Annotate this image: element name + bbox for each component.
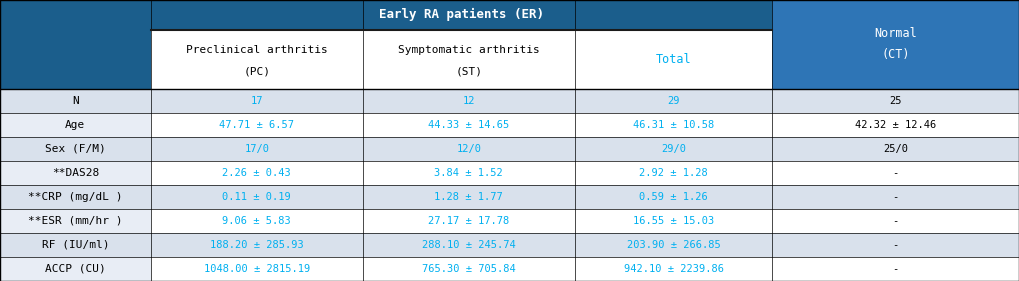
Bar (151, 113, 363, 137)
Text: Age: Age (65, 120, 86, 130)
Text: **ESR (mm/hr ): **ESR (mm/hr ) (29, 216, 122, 226)
Text: 188.20 ± 285.93: 188.20 ± 285.93 (210, 240, 304, 250)
Text: 17: 17 (251, 96, 263, 106)
Bar (772, 0, 1019, 89)
Text: ACCP (CU): ACCP (CU) (45, 264, 106, 274)
Bar (151, 209, 363, 233)
Bar (575, 89, 772, 113)
Text: **CRP (mg/dL ): **CRP (mg/dL ) (29, 192, 122, 202)
Bar (151, 185, 363, 209)
Bar (151, 257, 363, 281)
Text: Symptomatic arthritis: Symptomatic arthritis (397, 45, 540, 55)
Bar (151, 161, 363, 185)
Text: 9.06 ± 5.83: 9.06 ± 5.83 (222, 216, 291, 226)
Text: 12: 12 (463, 96, 475, 106)
Text: 42.32 ± 12.46: 42.32 ± 12.46 (855, 120, 936, 130)
Text: N: N (72, 96, 78, 106)
Bar (0, 161, 151, 185)
Text: Total: Total (656, 53, 691, 65)
Text: Normal
(CT): Normal (CT) (874, 27, 917, 61)
Text: 29: 29 (667, 96, 680, 106)
Text: 29/0: 29/0 (661, 144, 686, 154)
Text: 942.10 ± 2239.86: 942.10 ± 2239.86 (624, 264, 723, 274)
Bar (151, 233, 363, 257)
Bar (575, 233, 772, 257)
Text: 1.28 ± 1.77: 1.28 ± 1.77 (434, 192, 503, 202)
Text: -: - (893, 216, 899, 226)
Bar (0, 185, 151, 209)
Bar (772, 161, 1019, 185)
Text: 3.84 ± 1.52: 3.84 ± 1.52 (434, 168, 503, 178)
Text: 25: 25 (890, 96, 902, 106)
Text: 0.11 ± 0.19: 0.11 ± 0.19 (222, 192, 291, 202)
Bar (575, 209, 772, 233)
Bar (575, 113, 772, 137)
Bar (772, 209, 1019, 233)
Bar (0, 113, 151, 137)
Bar (151, 30, 363, 89)
Bar (363, 209, 575, 233)
Bar (151, 0, 772, 30)
Bar (0, 233, 151, 257)
Text: RF (IU/ml): RF (IU/ml) (42, 240, 109, 250)
Text: 2.26 ± 0.43: 2.26 ± 0.43 (222, 168, 291, 178)
Bar (0, 209, 151, 233)
Text: 288.10 ± 245.74: 288.10 ± 245.74 (422, 240, 516, 250)
Text: 27.17 ± 17.78: 27.17 ± 17.78 (428, 216, 510, 226)
Text: 47.71 ± 6.57: 47.71 ± 6.57 (219, 120, 294, 130)
Text: 16.55 ± 15.03: 16.55 ± 15.03 (633, 216, 714, 226)
Text: (ST): (ST) (455, 67, 482, 77)
Bar (363, 30, 575, 89)
Bar (363, 233, 575, 257)
Bar (575, 137, 772, 161)
Text: 44.33 ± 14.65: 44.33 ± 14.65 (428, 120, 510, 130)
Bar (363, 185, 575, 209)
Bar (772, 185, 1019, 209)
Bar (151, 89, 363, 113)
Text: 12/0: 12/0 (457, 144, 481, 154)
Bar (363, 137, 575, 161)
Text: -: - (893, 168, 899, 178)
Bar (772, 89, 1019, 113)
Text: 25/0: 25/0 (883, 144, 908, 154)
Text: (PC): (PC) (244, 67, 270, 77)
Text: Sex (F/M): Sex (F/M) (45, 144, 106, 154)
Bar (151, 137, 363, 161)
Bar (0, 137, 151, 161)
Bar (0, 0, 151, 89)
Text: 203.90 ± 266.85: 203.90 ± 266.85 (627, 240, 720, 250)
Bar (575, 30, 772, 89)
Bar (0, 89, 151, 113)
Bar (363, 89, 575, 113)
Bar (772, 257, 1019, 281)
Text: 0.59 ± 1.26: 0.59 ± 1.26 (639, 192, 708, 202)
Bar (363, 257, 575, 281)
Text: 1048.00 ± 2815.19: 1048.00 ± 2815.19 (204, 264, 310, 274)
Text: Early RA patients (ER): Early RA patients (ER) (379, 8, 544, 21)
Text: 765.30 ± 705.84: 765.30 ± 705.84 (422, 264, 516, 274)
Bar (575, 257, 772, 281)
Bar (575, 161, 772, 185)
Text: -: - (893, 264, 899, 274)
Bar (363, 113, 575, 137)
Text: **DAS28: **DAS28 (52, 168, 99, 178)
Text: Preclinical arthritis: Preclinical arthritis (185, 45, 328, 55)
Text: -: - (893, 192, 899, 202)
Bar (0, 257, 151, 281)
Bar (772, 113, 1019, 137)
Bar (772, 233, 1019, 257)
Bar (575, 185, 772, 209)
Text: 17/0: 17/0 (245, 144, 269, 154)
Bar (363, 161, 575, 185)
Text: 2.92 ± 1.28: 2.92 ± 1.28 (639, 168, 708, 178)
Text: -: - (893, 240, 899, 250)
Text: 46.31 ± 10.58: 46.31 ± 10.58 (633, 120, 714, 130)
Bar (772, 137, 1019, 161)
